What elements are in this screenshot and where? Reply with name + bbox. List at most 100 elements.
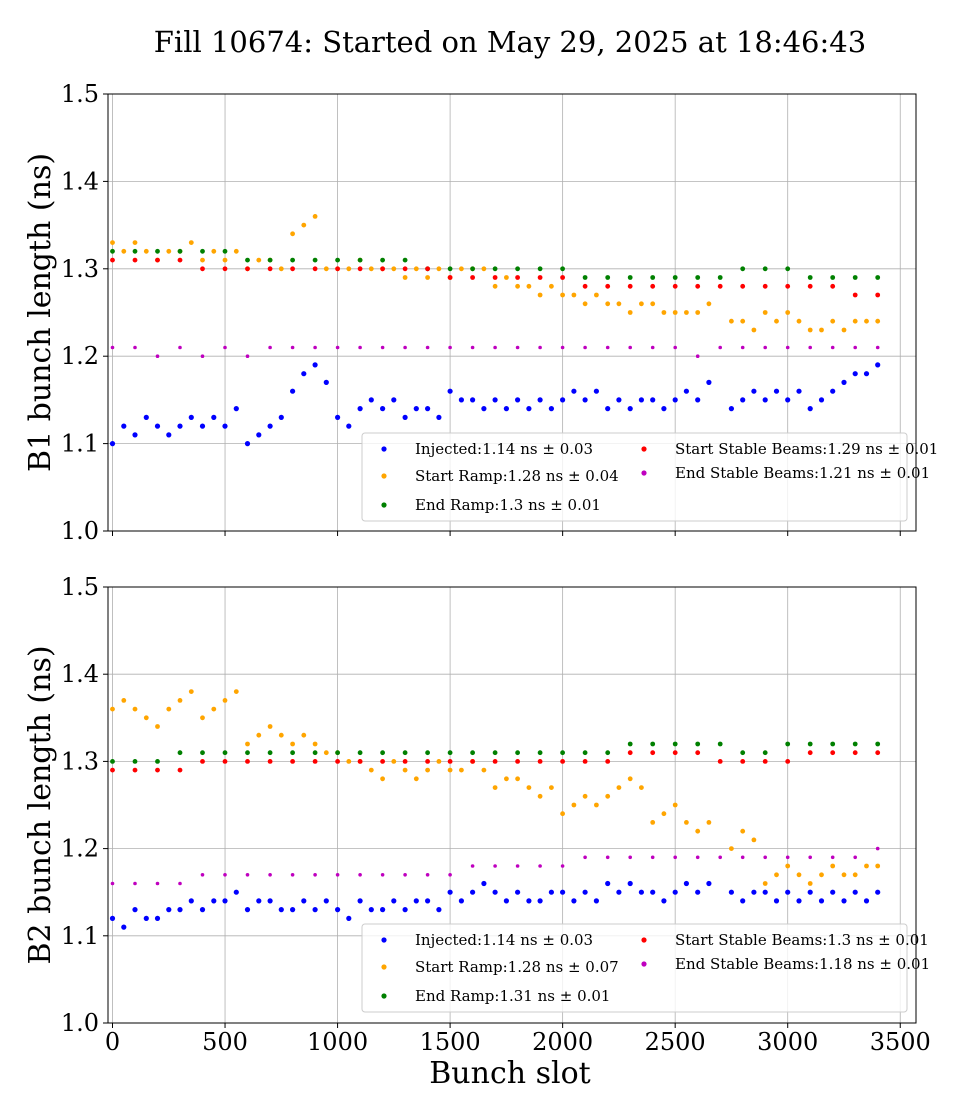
b1-point-0-20 xyxy=(335,414,341,420)
b1-point-3-7 xyxy=(267,266,273,272)
b2-point-0-51 xyxy=(683,880,690,887)
b1-point-3-17 xyxy=(492,275,498,280)
b2-point-2-6 xyxy=(245,750,250,756)
b2-legend-marker-0 xyxy=(381,937,387,943)
b1-point-0-27 xyxy=(413,406,419,412)
b2-point-1-5 xyxy=(166,706,172,712)
b2-point-1-2 xyxy=(132,706,138,712)
b2-point-2-30 xyxy=(785,741,791,747)
b1-point-1-3 xyxy=(143,248,149,254)
b1-point-0-32 xyxy=(470,397,476,403)
b1-point-1-52 xyxy=(695,310,701,315)
b2-point-1-60 xyxy=(796,872,802,878)
b2-point-0-21 xyxy=(346,915,352,922)
b2-point-1-44 xyxy=(605,793,611,799)
b1-point-0-62 xyxy=(818,397,825,403)
b1-point-1-37 xyxy=(526,283,532,289)
b1-point-4-12 xyxy=(380,345,385,350)
b1-point-2-11 xyxy=(357,257,363,263)
b2-point-0-8 xyxy=(199,907,206,913)
b2-point-1-8 xyxy=(200,715,205,721)
b1-point-3-16 xyxy=(470,275,475,280)
b2-y-tick-label-0: 1.0 xyxy=(61,1009,99,1037)
b1-point-2-17 xyxy=(492,266,498,272)
b2-legend-marker-1 xyxy=(381,964,387,970)
b2-point-0-17 xyxy=(301,898,307,904)
b2-point-1-9 xyxy=(211,706,217,712)
b2-point-4-11 xyxy=(358,873,362,877)
b1-point-1-43 xyxy=(594,292,599,298)
b1-legend-marker-1 xyxy=(381,473,387,479)
b1-point-0-16 xyxy=(290,388,296,394)
b2-point-0-40 xyxy=(560,889,566,895)
b2-point-0-1 xyxy=(121,924,127,930)
b2-point-2-28 xyxy=(740,750,746,756)
b1-point-0-57 xyxy=(762,397,768,403)
b1-point-4-20 xyxy=(560,345,565,350)
b2-point-2-8 xyxy=(290,750,295,756)
b1-point-3-9 xyxy=(312,266,318,272)
b2-point-0-28 xyxy=(425,898,431,904)
b1-point-3-10 xyxy=(335,266,340,272)
b2-point-0-48 xyxy=(650,889,656,895)
b2-point-2-32 xyxy=(830,741,836,747)
b1-point-3-19 xyxy=(537,275,543,280)
b1-point-0-25 xyxy=(391,397,397,403)
b2-point-1-16 xyxy=(290,741,295,747)
b2-point-3-22 xyxy=(605,759,611,764)
b2-point-3-5 xyxy=(222,759,228,764)
b2-point-3-9 xyxy=(312,759,318,764)
b1-point-1-50 xyxy=(672,310,678,315)
b2-point-0-14 xyxy=(267,898,273,904)
b2-point-1-28 xyxy=(425,767,430,773)
b2-x-tick-label-0: 0 xyxy=(105,1028,120,1056)
b2-point-0-47 xyxy=(638,889,645,895)
b2-point-1-24 xyxy=(380,776,385,782)
b2-point-1-46 xyxy=(627,776,633,782)
b2-point-0-61 xyxy=(807,889,813,895)
b1-point-1-62 xyxy=(819,327,824,333)
b2-point-0-37 xyxy=(526,898,532,904)
b2-point-3-20 xyxy=(560,759,565,764)
b1-point-1-44 xyxy=(605,301,611,307)
b2-point-4-5 xyxy=(223,873,227,877)
b2-point-0-22 xyxy=(357,898,363,904)
b2-point-3-31 xyxy=(807,750,813,756)
b2-x-tick-label-7: 3500 xyxy=(870,1028,931,1056)
b2-point-1-50 xyxy=(672,802,678,808)
b2-point-4-34 xyxy=(875,846,880,851)
b1-legend-box xyxy=(361,432,908,522)
b1-point-1-8 xyxy=(200,257,205,263)
b2-point-3-32 xyxy=(830,750,836,756)
b2-point-0-54 xyxy=(728,889,735,895)
b1-legend-label-0: Injected:1.14 ns ± 0.03 xyxy=(415,440,593,458)
b1-point-4-8 xyxy=(290,345,295,350)
b2-y-tick-label-4: 1.4 xyxy=(61,660,99,688)
b2-point-1-12 xyxy=(245,741,250,747)
b2-point-3-15 xyxy=(447,759,453,764)
b1-point-4-6 xyxy=(245,354,250,359)
b1-point-1-45 xyxy=(616,301,622,307)
b1-point-1-13 xyxy=(256,257,262,263)
b2-legend-label-2: End Ramp:1.31 ns ± 0.01 xyxy=(415,987,610,1005)
b1-point-4-17 xyxy=(493,345,497,350)
b2-point-0-25 xyxy=(391,898,397,904)
b2-point-1-58 xyxy=(774,872,779,878)
b1-point-0-21 xyxy=(346,423,352,429)
b1-point-3-12 xyxy=(380,266,385,272)
b1-point-2-1 xyxy=(132,248,138,254)
b1-point-0-61 xyxy=(807,406,813,412)
b2-point-2-20 xyxy=(560,750,565,756)
b2-legend: Injected:1.14 ns ± 0.03 Start Ramp:1.28 n… xyxy=(361,923,930,1013)
b1-point-2-22 xyxy=(605,275,611,280)
b1-point-3-1 xyxy=(132,257,138,263)
b2-point-3-11 xyxy=(357,759,363,764)
b1-point-4-27 xyxy=(718,345,722,350)
b2-legend-label-3: Start Stable Beams:1.3 ns ± 0.01 xyxy=(675,931,929,949)
b2-point-0-0 xyxy=(109,915,116,922)
b2-point-0-55 xyxy=(740,898,746,904)
b2-point-3-23 xyxy=(627,750,633,756)
b2-point-4-28 xyxy=(740,855,745,860)
b1-point-4-22 xyxy=(605,345,610,350)
